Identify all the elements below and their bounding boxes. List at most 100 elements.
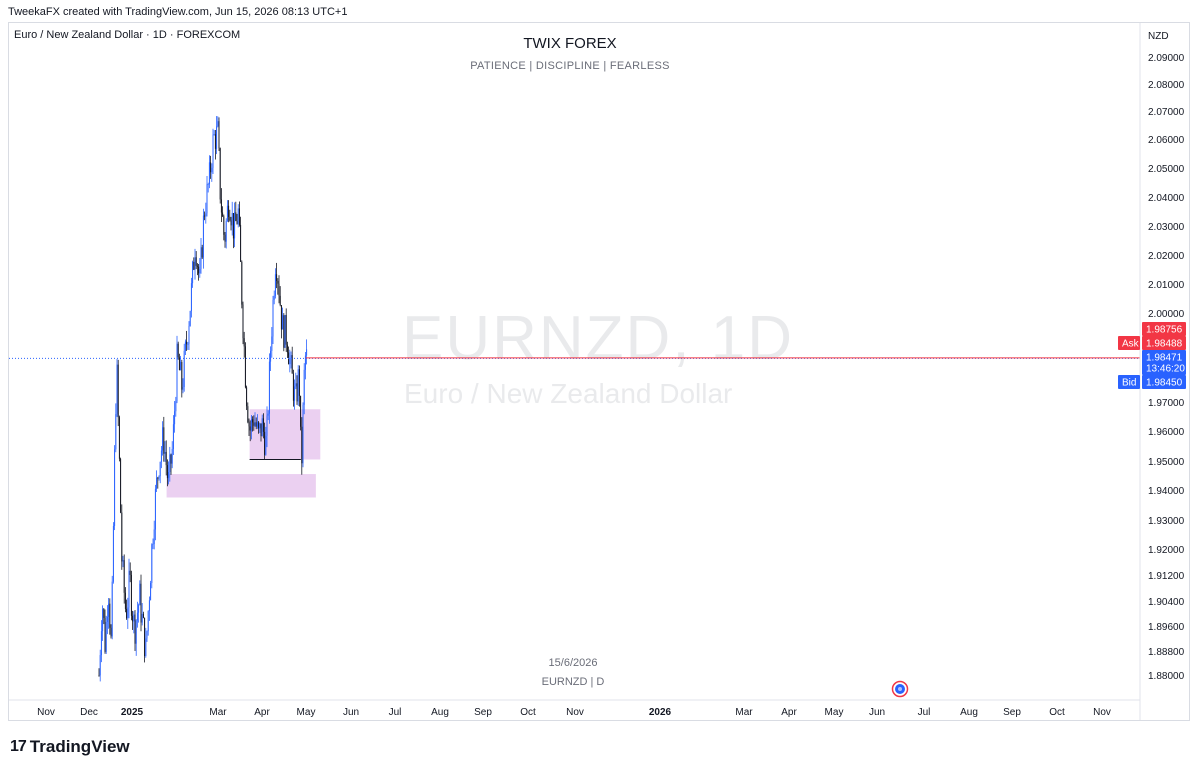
candle <box>267 410 269 421</box>
y-tick-label: 1.91200 <box>1148 571 1185 582</box>
y-tick-label: 1.90400 <box>1148 597 1185 608</box>
candle <box>181 359 183 398</box>
candle <box>193 257 195 271</box>
candle <box>298 365 300 407</box>
y-tick-label: 2.08000 <box>1148 80 1185 91</box>
y-tick-label: 2.05000 <box>1148 164 1185 175</box>
candle <box>208 155 210 189</box>
candle <box>254 412 256 428</box>
candle <box>120 457 122 514</box>
y-tick-label: 2.06000 <box>1148 135 1185 146</box>
x-tick-label: 2026 <box>649 707 672 718</box>
candle <box>278 275 280 304</box>
candle <box>169 446 171 482</box>
candle <box>224 231 226 248</box>
candle <box>188 321 190 350</box>
candle <box>124 587 126 613</box>
candle <box>110 624 112 639</box>
candle <box>241 260 243 309</box>
candle <box>150 580 152 601</box>
candle <box>102 605 104 641</box>
candle <box>272 295 274 344</box>
candle <box>199 258 201 278</box>
candle <box>229 209 231 222</box>
candle <box>139 580 141 606</box>
candle <box>122 555 124 568</box>
candle <box>174 401 176 433</box>
candle <box>198 264 200 281</box>
candle <box>271 327 273 358</box>
candle <box>154 484 156 541</box>
watermark-symbol: EURNZD, 1D <box>402 304 795 373</box>
tradingview-logo[interactable]: 17 TradingView <box>10 737 130 757</box>
candle <box>127 597 129 629</box>
candle <box>250 415 252 440</box>
x-tick-label: Jun <box>869 707 885 718</box>
candle <box>130 570 132 621</box>
demand-zone[interactable] <box>166 474 316 498</box>
x-tick-label: Nov <box>1093 707 1111 718</box>
footer-date: 15/6/2026 <box>548 657 598 669</box>
ask-price-tag: 1.98488 <box>1142 336 1186 350</box>
candle <box>292 369 294 407</box>
svg-text:Ask: Ask <box>1122 339 1140 350</box>
candle <box>236 213 238 225</box>
candle <box>123 554 125 604</box>
candle <box>186 330 188 351</box>
chart-frame[interactable] <box>8 22 1190 721</box>
svg-text:13:46:20: 13:46:20 <box>1146 364 1185 375</box>
candle <box>138 603 140 623</box>
candle <box>100 620 102 663</box>
candle <box>201 244 203 260</box>
candle <box>258 421 260 434</box>
candle <box>142 611 144 619</box>
candle <box>306 339 308 365</box>
economic-event-icon[interactable] <box>891 680 909 698</box>
candle <box>291 346 293 374</box>
x-tick-label: Sep <box>474 707 492 718</box>
currency-label: NZD <box>1148 31 1169 42</box>
candle <box>294 379 296 410</box>
candle <box>226 200 228 222</box>
candle <box>171 441 173 469</box>
candle <box>297 365 299 406</box>
candle <box>210 155 212 179</box>
symbol-legend[interactable]: Euro / New Zealand Dollar · 1D · FOREXCO… <box>14 29 241 41</box>
candle <box>140 574 142 632</box>
candle <box>165 440 167 476</box>
x-tick-label: May <box>825 707 844 718</box>
candle <box>192 260 194 288</box>
y-tick-label: 1.88800 <box>1148 647 1185 658</box>
candle <box>282 307 284 330</box>
candle <box>240 216 242 262</box>
candle <box>135 619 137 656</box>
tradingview-logo-icon: 17 <box>10 738 27 755</box>
candle <box>177 341 179 360</box>
last-price-tag: 1.98471 <box>1142 350 1186 364</box>
candle <box>183 343 185 392</box>
candle <box>237 204 239 228</box>
candle <box>136 601 138 628</box>
x-tick-label: Sep <box>1003 707 1021 718</box>
candle <box>289 349 291 373</box>
x-tick-label: Dec <box>80 707 98 718</box>
candle <box>220 188 222 222</box>
candle <box>202 208 204 269</box>
x-tick-label: Apr <box>254 707 270 718</box>
candle <box>104 609 106 654</box>
candle <box>189 310 191 327</box>
candle <box>162 421 164 456</box>
x-tick-label: Jul <box>918 707 931 718</box>
y-tick-label: 1.88000 <box>1148 671 1185 682</box>
watermark-description: Euro / New Zealand Dollar <box>404 378 733 409</box>
candle <box>206 176 208 217</box>
candle <box>170 453 172 475</box>
candle <box>279 286 281 307</box>
candle <box>116 359 118 417</box>
demand-zone[interactable] <box>249 409 321 460</box>
y-tick-label: 2.02000 <box>1148 251 1185 262</box>
candle <box>244 342 246 389</box>
candle <box>204 211 206 221</box>
candle <box>261 414 263 437</box>
